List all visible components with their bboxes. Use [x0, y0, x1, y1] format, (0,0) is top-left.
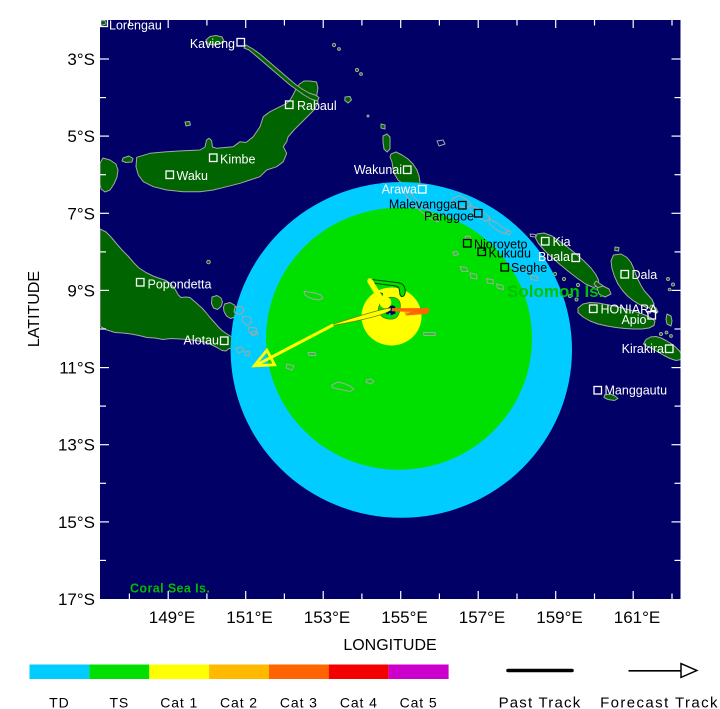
svg-text:Kimbe: Kimbe: [220, 153, 255, 167]
svg-text:Apio: Apio: [621, 313, 646, 327]
svg-text:Solomon Is.: Solomon Is.: [507, 282, 603, 301]
svg-text:Cat 1: Cat 1: [160, 695, 198, 709]
svg-text:Kukudu: Kukudu: [489, 247, 531, 261]
svg-text:17°S: 17°S: [58, 590, 95, 609]
svg-text:159°E: 159°E: [536, 608, 583, 627]
svg-text:Cat 2: Cat 2: [220, 695, 258, 709]
svg-text:13°S: 13°S: [58, 436, 95, 455]
svg-text:Dala: Dala: [632, 268, 658, 282]
svg-text:Malevangga: Malevangga: [389, 198, 457, 212]
svg-text:Kavieng: Kavieng: [190, 37, 235, 51]
svg-text:Arawa: Arawa: [382, 183, 417, 197]
svg-text:Cat 4: Cat 4: [340, 695, 378, 709]
svg-text:Wakunai: Wakunai: [354, 163, 402, 177]
svg-text:TS: TS: [109, 695, 129, 709]
svg-text:Popondetta: Popondetta: [148, 278, 212, 292]
svg-text:15°S: 15°S: [58, 513, 95, 532]
svg-text:Lorengau: Lorengau: [109, 19, 162, 33]
svg-text:161°E: 161°E: [614, 608, 661, 627]
svg-text:Past Track: Past Track: [499, 695, 582, 709]
svg-text:5°S: 5°S: [67, 127, 95, 146]
svg-text:Kia: Kia: [553, 235, 571, 249]
svg-text:Seghe: Seghe: [511, 261, 547, 275]
svg-text:Cat 3: Cat 3: [280, 695, 318, 709]
svg-text:153°E: 153°E: [304, 608, 351, 627]
svg-text:Cat 5: Cat 5: [400, 695, 438, 709]
svg-text:9°S: 9°S: [67, 281, 95, 300]
svg-text:Manggautu: Manggautu: [605, 384, 668, 398]
svg-text:HONIARA: HONIARA: [601, 303, 659, 317]
svg-text:155°E: 155°E: [381, 608, 428, 627]
svg-text:Forecast Track: Forecast Track: [600, 695, 719, 709]
svg-text:11°S: 11°S: [59, 359, 95, 378]
svg-text:Alotau: Alotau: [184, 334, 219, 348]
svg-text:TD: TD: [49, 695, 69, 709]
svg-text:LONGITUDE: LONGITUDE: [343, 637, 436, 654]
svg-text:151°E: 151°E: [226, 608, 273, 627]
svg-text:Coral Sea Is.: Coral Sea Is.: [130, 582, 210, 596]
svg-text:157°E: 157°E: [459, 608, 506, 627]
svg-text:Kirakira: Kirakira: [622, 342, 664, 356]
svg-text:Waku: Waku: [177, 169, 209, 183]
svg-text:LATITUDE: LATITUDE: [26, 271, 43, 347]
svg-text:Buala: Buala: [538, 250, 570, 264]
svg-text:Njoroveto: Njoroveto: [474, 238, 528, 252]
svg-text:149°E: 149°E: [149, 608, 196, 627]
svg-text:3°S: 3°S: [67, 50, 95, 69]
svg-text:Panggoe: Panggoe: [424, 210, 474, 224]
svg-text:7°S: 7°S: [67, 204, 95, 223]
svg-text:Rabaul: Rabaul: [297, 99, 337, 113]
